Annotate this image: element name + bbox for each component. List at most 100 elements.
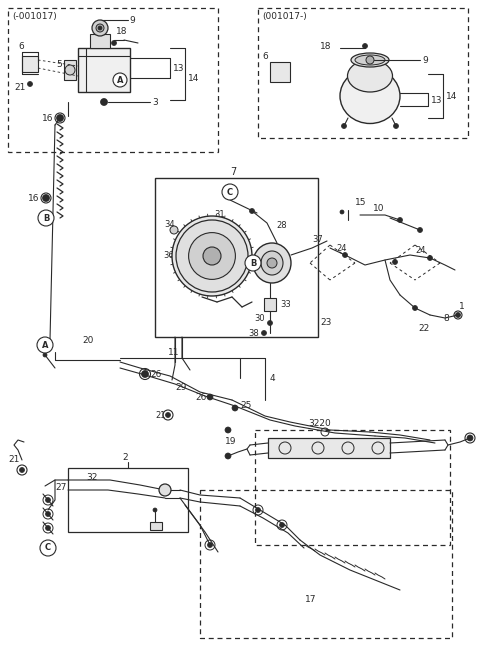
Bar <box>200 490 452 638</box>
Ellipse shape <box>340 68 400 124</box>
Bar <box>68 468 188 532</box>
Circle shape <box>38 210 54 226</box>
Circle shape <box>267 258 277 268</box>
Circle shape <box>255 508 261 512</box>
Circle shape <box>100 99 108 105</box>
Circle shape <box>57 115 63 122</box>
Circle shape <box>37 337 53 353</box>
Text: 38: 38 <box>248 328 259 338</box>
Text: 9: 9 <box>422 56 428 64</box>
Text: 18: 18 <box>320 42 332 50</box>
Circle shape <box>250 209 254 214</box>
Circle shape <box>20 467 24 473</box>
Circle shape <box>428 256 432 261</box>
Ellipse shape <box>351 53 389 67</box>
Bar <box>78 48 130 92</box>
Ellipse shape <box>261 251 283 275</box>
Text: 23: 23 <box>320 318 331 326</box>
Text: 32: 32 <box>86 473 97 483</box>
Text: 6: 6 <box>18 42 24 50</box>
Text: 30: 30 <box>254 314 264 322</box>
Text: 5: 5 <box>56 60 62 68</box>
Text: 1: 1 <box>459 301 465 310</box>
Text: 36: 36 <box>163 250 174 260</box>
Text: 26: 26 <box>195 393 206 401</box>
Circle shape <box>232 405 238 411</box>
Text: (001017-): (001017-) <box>262 11 307 21</box>
Text: 13: 13 <box>431 95 443 105</box>
Text: 35: 35 <box>204 289 215 297</box>
Circle shape <box>340 210 344 214</box>
Bar <box>8 8 218 152</box>
Circle shape <box>46 526 50 530</box>
Text: 21: 21 <box>155 410 166 420</box>
Circle shape <box>362 44 368 48</box>
Ellipse shape <box>253 243 291 283</box>
Circle shape <box>262 330 266 336</box>
Circle shape <box>393 260 397 265</box>
Text: 29: 29 <box>175 383 186 393</box>
Circle shape <box>245 255 261 271</box>
Bar <box>270 62 290 82</box>
Circle shape <box>65 65 75 75</box>
Circle shape <box>153 508 157 512</box>
Text: 25: 25 <box>240 401 252 410</box>
Text: 20: 20 <box>82 336 94 344</box>
Text: 24: 24 <box>336 244 347 252</box>
Circle shape <box>27 81 33 87</box>
Circle shape <box>343 252 348 258</box>
Circle shape <box>43 195 49 201</box>
Bar <box>64 60 76 80</box>
Bar <box>258 8 468 138</box>
Circle shape <box>267 320 273 326</box>
Circle shape <box>113 73 127 87</box>
Text: 16: 16 <box>42 113 53 122</box>
Circle shape <box>279 522 285 528</box>
Circle shape <box>98 26 102 30</box>
Circle shape <box>225 427 231 433</box>
Circle shape <box>207 542 213 547</box>
Text: A: A <box>117 75 123 85</box>
Text: 13: 13 <box>173 64 184 73</box>
Circle shape <box>96 24 104 32</box>
Text: 15: 15 <box>355 197 367 207</box>
Circle shape <box>341 124 347 128</box>
Text: C: C <box>45 544 51 553</box>
Text: 3220: 3220 <box>308 420 331 428</box>
Text: 17: 17 <box>305 596 316 604</box>
Text: A: A <box>42 340 48 350</box>
Bar <box>155 178 318 337</box>
Text: 14: 14 <box>188 73 199 83</box>
Bar <box>255 430 450 545</box>
Circle shape <box>142 371 148 377</box>
Text: 14: 14 <box>446 91 457 101</box>
Text: 24: 24 <box>415 246 425 254</box>
Text: 18: 18 <box>116 26 128 36</box>
Circle shape <box>418 228 422 232</box>
Text: 10: 10 <box>373 203 384 213</box>
Bar <box>90 34 110 48</box>
Text: 37: 37 <box>312 234 323 244</box>
Text: 34: 34 <box>164 220 175 228</box>
Circle shape <box>203 247 221 265</box>
Text: 27: 27 <box>55 483 66 493</box>
Text: 31: 31 <box>214 209 225 218</box>
Circle shape <box>394 124 398 128</box>
Text: 33: 33 <box>280 299 291 308</box>
Circle shape <box>207 394 213 400</box>
Circle shape <box>225 453 231 459</box>
Ellipse shape <box>355 55 385 65</box>
Bar <box>150 522 162 530</box>
Text: 28: 28 <box>276 220 287 230</box>
Circle shape <box>366 56 374 64</box>
Circle shape <box>176 220 248 292</box>
Bar <box>264 298 276 311</box>
Circle shape <box>46 498 50 502</box>
Text: 4: 4 <box>270 373 276 383</box>
Text: 8: 8 <box>443 314 449 322</box>
Circle shape <box>166 412 170 418</box>
Text: 22: 22 <box>418 324 429 332</box>
Circle shape <box>46 512 50 516</box>
Text: 6: 6 <box>262 52 268 60</box>
Circle shape <box>92 20 108 36</box>
